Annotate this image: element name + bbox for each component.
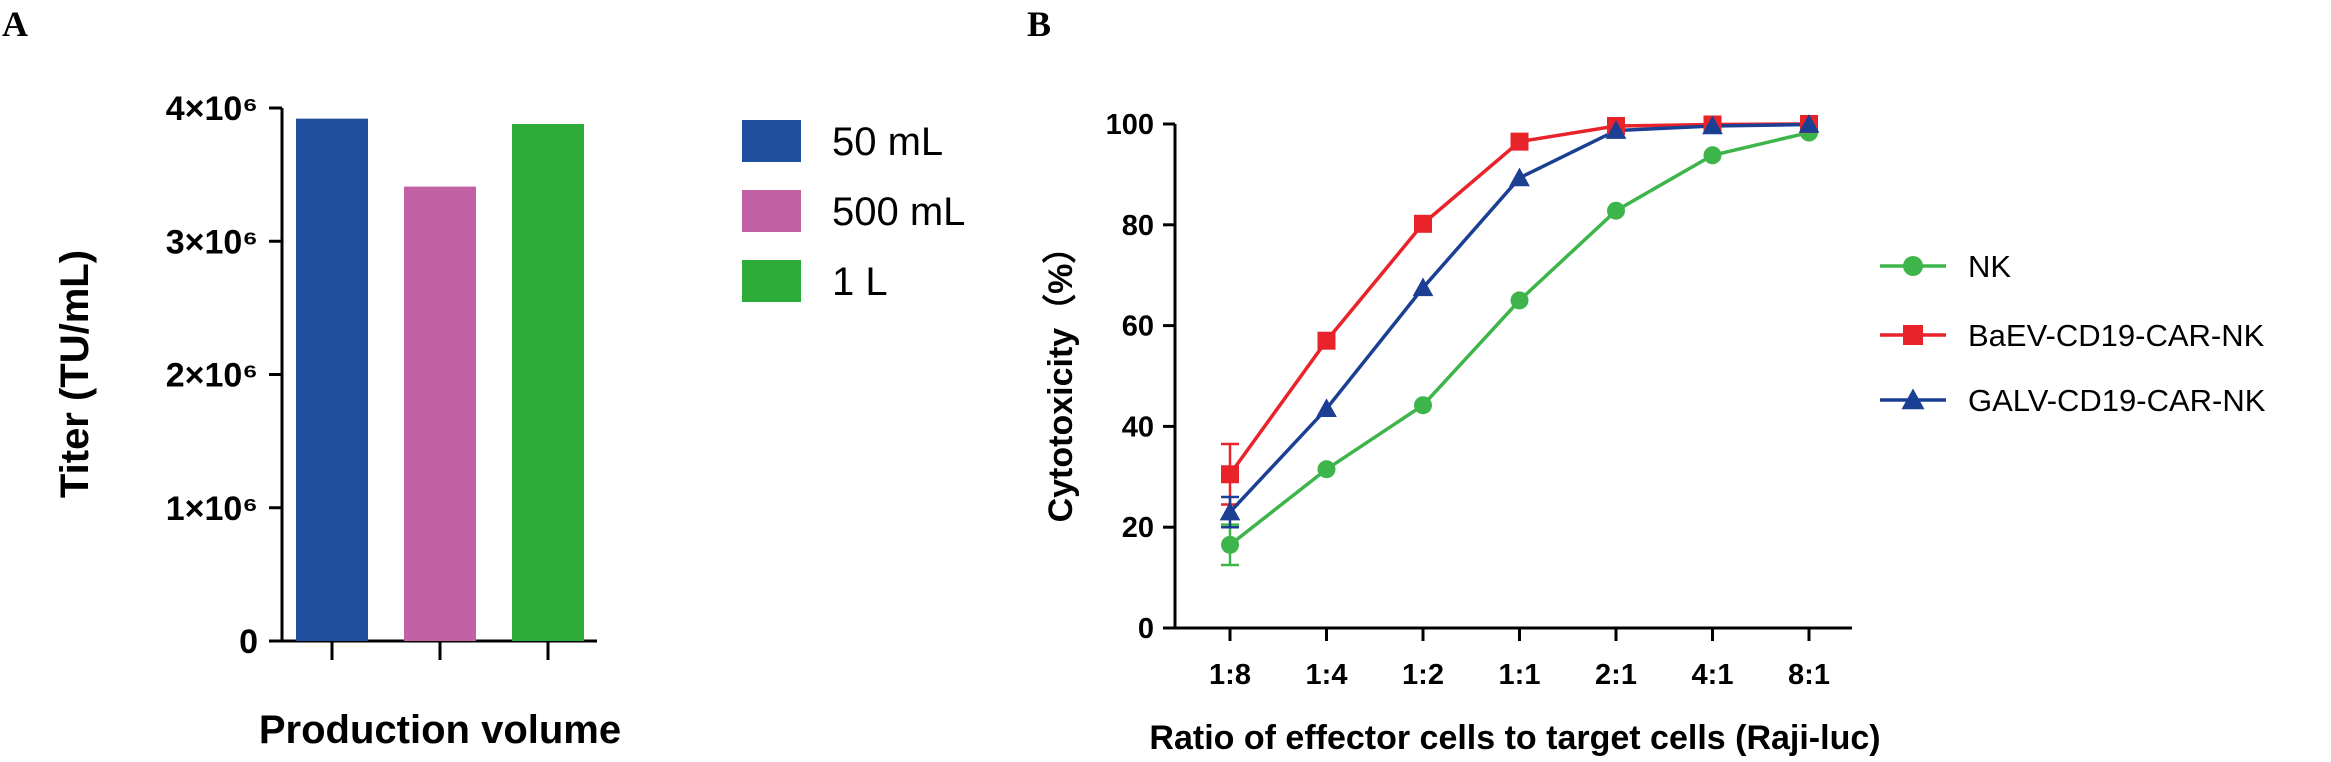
b-series-line — [1228, 130, 1810, 547]
a-legend-swatch — [742, 190, 801, 232]
b-legend-marker — [1903, 256, 1923, 276]
a-y-tick-label: 2×10⁶ — [166, 357, 258, 395]
panel-b-line-chart: Cytotoxicity（%） Ratio of effector cells … — [1041, 109, 2266, 757]
b-y-tick-label: 60 — [1122, 311, 1154, 343]
a-x-axis-title: Production volume — [259, 708, 621, 752]
b-x-tick-label: 1:1 — [1499, 659, 1541, 691]
a-legend-label: 1 L — [832, 260, 888, 304]
b-x-tick-label: 8:1 — [1788, 659, 1830, 691]
panel-a-label: A — [2, 4, 28, 44]
b-legend-marker — [1901, 388, 1925, 410]
b-data-point — [1317, 331, 1336, 350]
b-legend-label: BaEV-CD19-CAR-NK — [1968, 318, 2265, 353]
panel-a-bar-chart: Titer (TU/mL) Production volume 0 1×10⁶ 2×… — [53, 90, 965, 752]
a-legend-label: 50 mL — [832, 120, 943, 164]
a-y-tick-label: 4×10⁶ — [166, 90, 258, 128]
b-y-tick-label: 80 — [1122, 210, 1154, 242]
b-data-point — [1703, 146, 1722, 165]
b-data-point — [1509, 167, 1530, 187]
b-y-tick-label: 0 — [1138, 613, 1154, 645]
b-y-tick-label: 20 — [1122, 512, 1154, 544]
b-x-tick-label: 4:1 — [1692, 659, 1734, 691]
a-bar — [404, 186, 476, 641]
b-legend-label: GALV-CD19-CAR-NK — [1968, 383, 2266, 418]
b-data-point — [1798, 114, 1820, 133]
b-y-tick-label: 100 — [1106, 109, 1154, 141]
b-data-point — [1510, 291, 1529, 310]
b-data-point — [1317, 460, 1336, 479]
b-data-point — [1414, 396, 1432, 415]
b-data-point — [1702, 115, 1723, 135]
b-data-point — [1414, 214, 1432, 233]
b-data-point — [1607, 201, 1625, 220]
a-y-tick-label: 1×10⁶ — [166, 490, 258, 528]
b-x-tick-label: 2:1 — [1595, 659, 1637, 691]
b-x-tick-label: 1:2 — [1402, 659, 1444, 691]
b-x-tick-label: 1:8 — [1209, 659, 1251, 691]
a-y-tick-label: 0 — [239, 623, 258, 661]
b-data-point — [1221, 465, 1239, 484]
b-data-point — [1510, 132, 1529, 151]
b-data-point — [1316, 398, 1337, 418]
b-x-axis-title: Ratio of effector cells to target cells … — [1149, 719, 1880, 757]
b-legend-marker — [1903, 325, 1923, 345]
a-bar — [296, 118, 368, 641]
b-y-tick-label: 40 — [1122, 411, 1154, 443]
b-data-point — [1219, 501, 1241, 521]
b-data-point — [1605, 120, 1627, 139]
a-legend-swatch — [742, 260, 801, 302]
panel-b-label: B — [1027, 4, 1051, 44]
a-y-axis-title: Titer (TU/mL) — [53, 250, 97, 498]
b-data-point — [1412, 277, 1434, 297]
a-legend-swatch — [742, 120, 801, 162]
b-data-point — [1221, 535, 1239, 554]
a-bar — [512, 123, 584, 642]
b-legend-label: NK — [1968, 249, 2011, 284]
b-y-axis-title: Cytotoxicity（%） — [1041, 230, 1080, 523]
a-legend-label: 500 mL — [832, 190, 965, 234]
a-y-tick-label: 3×10⁶ — [166, 223, 258, 261]
b-x-tick-label: 1:4 — [1306, 659, 1348, 691]
